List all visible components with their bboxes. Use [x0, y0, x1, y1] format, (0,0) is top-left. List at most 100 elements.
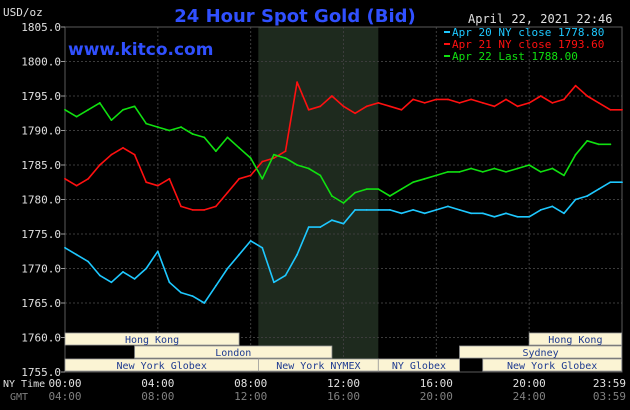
data-point [122, 271, 124, 273]
data-point [597, 188, 600, 191]
data-point [156, 184, 159, 187]
data-point [191, 208, 194, 211]
data-point [261, 177, 264, 180]
y-tick-label: 1785.0 [21, 159, 61, 172]
data-point [75, 115, 78, 118]
data-point [203, 208, 206, 211]
data-point [423, 177, 426, 180]
data-point [284, 150, 287, 153]
data-point [330, 219, 333, 222]
data-point [272, 281, 275, 284]
data-point [180, 126, 182, 128]
data-point [98, 102, 101, 104]
data-point [493, 167, 496, 170]
data-point [168, 129, 171, 132]
chart-timestamp: April 22, 2021 22:46 [468, 12, 613, 26]
data-point [203, 302, 206, 304]
data-point [110, 119, 113, 122]
data-point [528, 215, 531, 218]
data-point [87, 177, 90, 180]
data-point [296, 81, 298, 84]
data-point [64, 108, 66, 111]
data-point [365, 208, 368, 211]
x-tick-label-ny: 12:00 [327, 377, 360, 390]
data-point [435, 174, 438, 177]
data-point [516, 215, 519, 218]
market-session-label: NY Globex [392, 361, 446, 372]
data-point [214, 284, 217, 287]
data-point [400, 212, 403, 215]
x-tick-label-gmt: 16:00 [327, 390, 360, 403]
data-point [354, 191, 357, 194]
x-tick-label-ny: 16:00 [420, 377, 453, 390]
website-watermark: www.kitco.com [68, 40, 213, 60]
data-point [505, 212, 507, 215]
data-point [284, 157, 287, 160]
data-point [180, 291, 182, 294]
data-point [621, 181, 623, 184]
price-line-apr-22 [64, 102, 611, 204]
data-point [330, 195, 333, 197]
data-point [226, 267, 229, 270]
data-point [458, 171, 461, 173]
data-point [133, 105, 136, 108]
data-point [261, 246, 264, 249]
data-point [226, 136, 229, 139]
x-tick-label-gmt: 04:00 [48, 390, 81, 403]
y-tick-label: 1755.0 [21, 366, 61, 379]
data-point [435, 98, 438, 101]
data-point [493, 215, 496, 218]
legend-entry: Apr 20 NY close 1778.80 [452, 26, 604, 39]
chart-title: 24 Hour Spot Gold (Bid) [174, 6, 415, 27]
data-point [319, 174, 322, 177]
data-point [133, 153, 136, 156]
data-point [470, 212, 473, 215]
y-tick-label: 1760.0 [21, 332, 61, 345]
data-point [238, 177, 240, 180]
data-point [342, 105, 345, 108]
data-point [597, 102, 600, 104]
data-point [122, 108, 124, 111]
data-point [621, 108, 623, 111]
data-point [307, 226, 310, 229]
data-point [539, 171, 542, 173]
data-point [249, 240, 252, 242]
data-point [272, 153, 275, 156]
data-point [563, 212, 565, 215]
market-session-label: Hong Kong [125, 335, 179, 346]
market-session-label: Hong Kong [548, 335, 602, 346]
data-point [447, 98, 449, 101]
data-point [586, 195, 589, 197]
market-session-label: London [215, 348, 251, 359]
data-point [563, 98, 565, 101]
data-point [330, 95, 333, 97]
data-point [458, 208, 461, 211]
data-point [609, 108, 612, 111]
data-point [191, 133, 194, 135]
data-point [528, 102, 531, 104]
legend-entry: Apr 22 Last 1788.00 [452, 50, 578, 63]
market-session-bar [459, 345, 623, 359]
data-point [563, 174, 565, 177]
x-tick-label-ny: 23:59 [593, 377, 626, 390]
data-point [435, 208, 438, 211]
data-point [319, 105, 322, 108]
data-point [226, 191, 229, 194]
data-point [586, 139, 589, 142]
y-tick-label: 1770.0 [21, 263, 61, 276]
data-point [539, 208, 542, 211]
x-tick-label-ny: 04:00 [141, 377, 174, 390]
data-point [400, 108, 403, 111]
data-point [296, 253, 298, 256]
data-point [423, 212, 426, 215]
data-point [481, 102, 484, 104]
data-point [377, 102, 380, 104]
data-point [156, 250, 159, 253]
market-session-label: Sydney [523, 348, 559, 359]
market-session-bar [482, 358, 623, 372]
data-point [284, 274, 287, 277]
data-point [586, 95, 589, 97]
data-point [191, 295, 194, 297]
data-point [528, 164, 531, 166]
x-tick-label-gmt: 08:00 [141, 390, 174, 403]
